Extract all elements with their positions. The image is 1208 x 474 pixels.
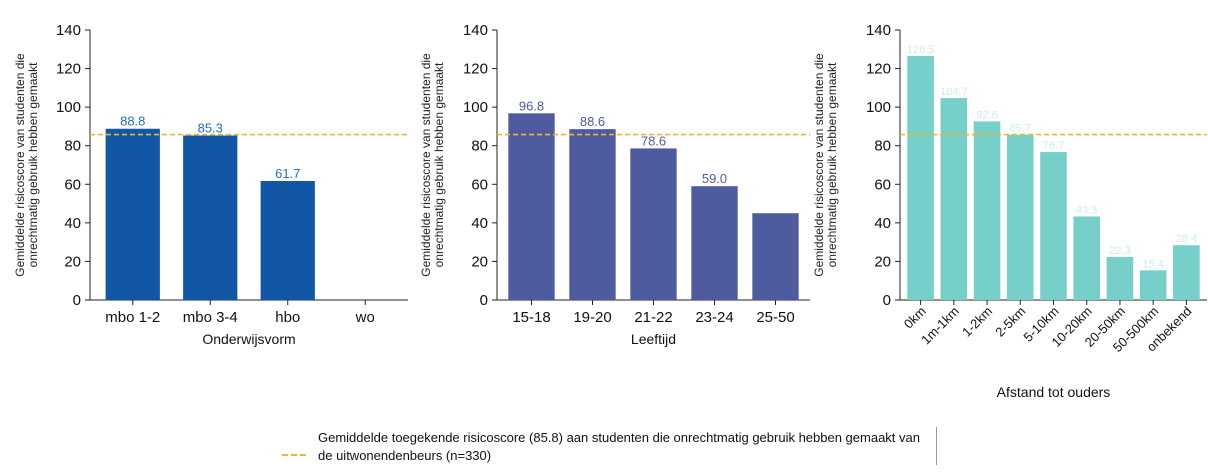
bar — [1106, 256, 1134, 300]
chart-panel-2: 0 20 40 60 80 100 120 140 Gemiddelde risicoscore… — [419, 22, 810, 347]
bar — [630, 148, 677, 300]
y-tick-label: 20 — [874, 253, 891, 270]
legend: Gemiddelde toegekende risicoscore (85.8)… — [272, 425, 962, 471]
bar-value-label: 126.5 — [907, 44, 935, 56]
bar — [1073, 216, 1101, 300]
chart-panel-1: 0 20 40 60 80 100 120 140 Gemiddelde risicoscore… — [13, 22, 408, 347]
bar-value-label: 22.3 — [1109, 245, 1130, 257]
x-tick-label: 1m-1km — [918, 304, 962, 348]
x-tick-label: 21-22 — [634, 309, 672, 326]
y-tick-label: 80 — [64, 138, 81, 155]
y-tick-label: 20 — [471, 253, 488, 270]
bar-value-label: 96.8 — [519, 98, 544, 113]
bar-value-label: 88.8 — [120, 114, 145, 129]
y-axis-title-line: onrechtmatig gebruik hebben gemaakt — [26, 62, 40, 267]
bar — [940, 98, 968, 300]
y-tick-label: 120 — [866, 61, 891, 78]
bar — [183, 135, 238, 300]
bar — [508, 113, 555, 300]
y-tick-label: 140 — [56, 22, 81, 39]
bar — [105, 128, 160, 300]
y-tick-label: 40 — [64, 215, 81, 232]
bar-value-label: 59.0 — [702, 171, 727, 186]
y-tick-label: 100 — [56, 99, 81, 116]
y-tick-label: 140 — [463, 22, 488, 39]
y-tick-label: 0 — [73, 292, 81, 309]
bar — [973, 121, 1001, 301]
y-axis-title-line: Gemiddelde risicoscore van studenten die — [13, 53, 27, 277]
y-tick-label: 120 — [56, 61, 81, 78]
x-tick-label: mbo 3-4 — [183, 309, 238, 326]
y-axis-title-line: Gemiddelde risicoscore van studenten die — [419, 53, 433, 277]
y-tick-label: 60 — [471, 176, 488, 193]
bar — [260, 181, 315, 300]
bar — [752, 213, 799, 300]
legend-divider — [936, 427, 937, 465]
bar-value-label: 15.4 — [1142, 258, 1163, 270]
bar-value-label: 104.7 — [940, 86, 968, 98]
bar-value-label: 88.6 — [580, 114, 605, 129]
bar-value-label: 78.6 — [641, 133, 666, 148]
x-tick-label: 23-24 — [695, 309, 733, 326]
bar-value-label: 92.6 — [976, 109, 997, 121]
x-tick-label: wo — [355, 309, 375, 326]
x-tick-label: mbo 1-2 — [105, 309, 160, 326]
y-tick-label: 20 — [64, 253, 81, 270]
bar-value-label: 28.4 — [1176, 233, 1197, 245]
bar-value-label: 61.7 — [275, 166, 300, 181]
y-tick-label: 140 — [866, 22, 891, 39]
x-tick-label: 0km — [901, 304, 929, 332]
legend-label: Gemiddelde toegekende risicoscore (85.8)… — [318, 430, 920, 463]
x-axis-title: Leeftijd — [631, 331, 676, 347]
bar — [691, 186, 738, 300]
y-tick-label: 100 — [866, 99, 891, 116]
bar-value-label: 85.7 — [1010, 123, 1031, 135]
legend-line-swatch — [282, 454, 306, 456]
y-tick-label: 80 — [874, 138, 891, 155]
x-tick-label: hbo — [275, 309, 300, 326]
x-tick-label: 1-2km — [959, 304, 995, 340]
y-axis-title-line: onrechtmatig gebruik hebben gemaakt — [432, 62, 446, 267]
y-axis-title-line: onrechtmatig gebruik hebben gemaakt — [825, 62, 839, 267]
y-tick-label: 60 — [874, 176, 891, 193]
x-tick-label: 19-20 — [573, 309, 611, 326]
y-axis-title-line: Gemiddelde risicoscore van studenten die — [812, 53, 826, 277]
bar — [1173, 245, 1200, 300]
x-tick-label: 15-18 — [512, 309, 550, 326]
y-tick-label: 60 — [64, 176, 81, 193]
y-tick-label: 40 — [471, 215, 488, 232]
y-tick-label: 0 — [883, 292, 891, 309]
x-axis-title: Onderwijsvorm — [202, 331, 295, 347]
bar-value-label: 76.7 — [1043, 140, 1064, 152]
x-tick-label: 25-50 — [756, 309, 794, 326]
y-tick-label: 80 — [471, 138, 488, 155]
y-tick-label: 100 — [463, 99, 488, 116]
bar — [569, 129, 616, 300]
chart-panel-3: 0 20 40 60 80 100 120 140 Gemiddelde risicoscore… — [812, 22, 1207, 400]
bar — [1006, 134, 1034, 300]
bar-value-label: 43.3 — [1076, 204, 1097, 216]
bar — [1139, 270, 1167, 300]
y-tick-label: 0 — [480, 292, 488, 309]
bar — [1040, 152, 1067, 300]
bar-value-label: 85.3 — [198, 120, 223, 135]
x-axis-title: Afstand tot ouders — [997, 384, 1111, 400]
charts-canvas: 0 20 40 60 80 100 120 140 Gemiddelde risicoscore… — [13, 22, 1207, 400]
bar — [907, 56, 934, 301]
y-tick-label: 40 — [874, 215, 891, 232]
y-tick-label: 120 — [463, 61, 488, 78]
